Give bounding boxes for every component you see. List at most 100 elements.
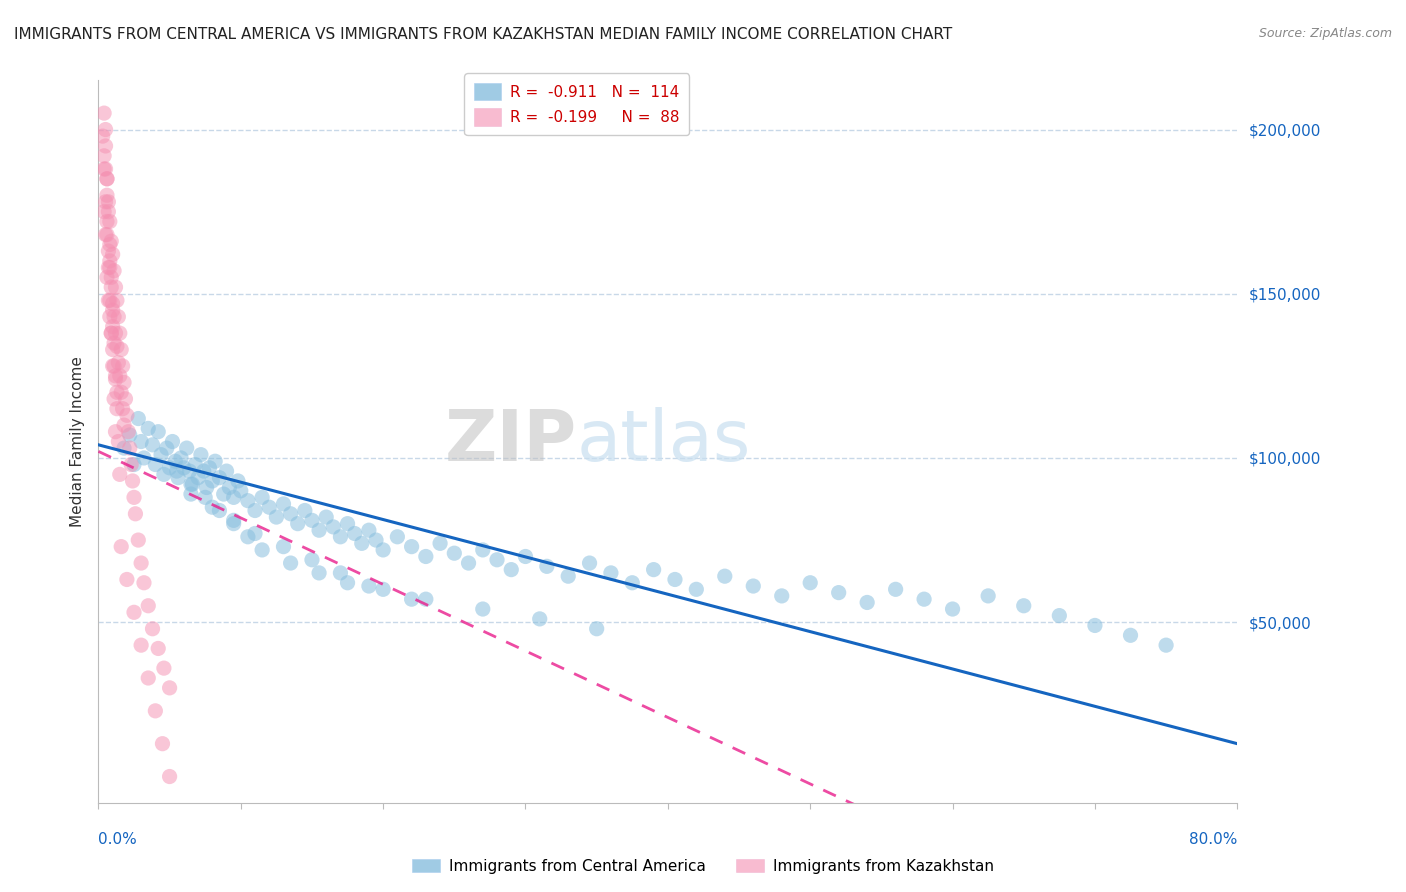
Point [96,188,118,202]
Point [103,310,125,324]
Point [173,460,195,475]
Point [336,516,359,531]
Point [132,450,155,465]
Point [105,401,128,416]
Point [301,553,323,567]
Point [97,293,120,308]
Point [685,582,707,597]
Point [243,503,266,517]
Point [103,336,125,351]
Point [105,293,128,308]
Point [184,458,207,472]
Point [97,260,120,275]
Point [132,575,155,590]
Point [250,542,273,557]
Point [195,481,218,495]
Point [108,467,131,482]
Point [94,139,117,153]
Point [112,441,135,455]
Point [105,339,128,353]
Point [198,460,221,475]
Point [322,520,344,534]
Point [104,368,127,383]
Point [222,491,245,505]
Point [229,483,252,498]
Point [557,569,579,583]
Point [129,434,152,449]
Point [159,770,181,784]
Point [308,566,330,580]
Point [329,530,352,544]
Point [1084,618,1107,632]
Point [118,428,141,442]
Point [336,575,359,590]
Point [1154,638,1177,652]
Point [117,425,139,439]
Point [471,602,494,616]
Point [148,641,170,656]
Point [181,477,204,491]
Point [215,464,238,478]
Point [97,244,120,258]
Point [122,605,145,619]
Text: atlas: atlas [576,407,751,476]
Point [111,401,134,416]
Point [152,737,174,751]
Point [100,234,122,248]
Point [942,602,965,616]
Point [357,523,380,537]
Point [536,559,558,574]
Point [98,293,121,308]
Point [112,376,135,390]
Point [222,516,245,531]
Point [250,491,273,505]
Point [170,450,193,465]
Point [94,227,117,242]
Point [529,612,551,626]
Point [115,409,138,423]
Point [94,122,117,136]
Point [350,536,373,550]
Point [218,481,240,495]
Point [387,530,409,544]
Point [457,556,479,570]
Point [236,530,259,544]
Point [141,438,163,452]
Point [770,589,793,603]
Point [742,579,765,593]
Point [121,474,143,488]
Point [98,260,121,275]
Point [112,418,135,433]
Point [179,464,201,478]
Point [93,161,115,176]
Point [176,441,198,455]
Point [105,385,128,400]
Point [103,359,125,373]
Point [129,556,152,570]
Point [714,569,737,583]
Point [415,592,437,607]
Point [664,573,686,587]
Point [118,441,141,455]
Point [159,681,181,695]
Point [1119,628,1142,642]
Point [97,194,120,209]
Point [208,503,231,517]
Point [122,458,145,472]
Point [193,464,215,478]
Point [96,270,118,285]
Text: Source: ZipAtlas.com: Source: ZipAtlas.com [1258,27,1392,40]
Point [226,474,249,488]
Point [165,454,187,468]
Point [373,542,395,557]
Point [212,487,235,501]
Point [107,356,129,370]
Point [127,411,149,425]
Point [94,161,117,176]
Point [308,523,330,537]
Point [621,575,644,590]
Point [93,204,115,219]
Point [236,493,259,508]
Point [415,549,437,564]
Point [166,464,188,478]
